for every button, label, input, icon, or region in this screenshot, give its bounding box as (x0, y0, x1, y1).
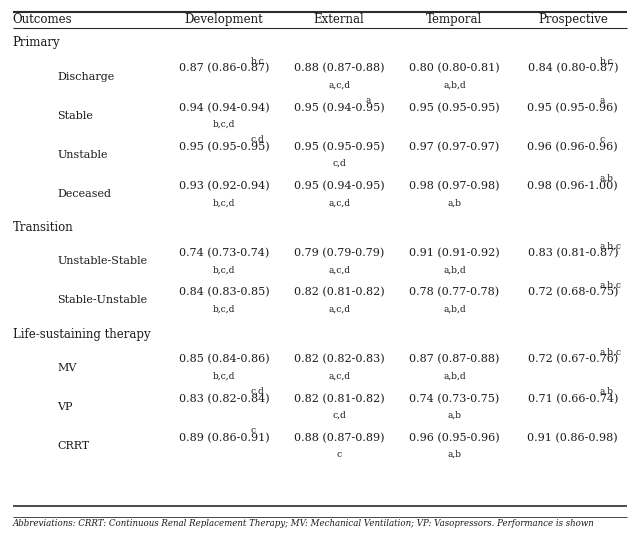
Text: 0.83 (0.81-0.87): 0.83 (0.81-0.87) (527, 248, 618, 258)
Text: c,d: c,d (332, 411, 346, 420)
Text: 0.71 (0.66-0.74): 0.71 (0.66-0.74) (527, 394, 618, 404)
Text: External: External (314, 13, 365, 26)
Text: a,b: a,b (447, 411, 461, 420)
Text: a,b,d: a,b,d (443, 81, 466, 90)
Text: 0.95 (0.94-0.95): 0.95 (0.94-0.95) (294, 181, 385, 191)
Text: 0.80 (0.80-0.81): 0.80 (0.80-0.81) (409, 63, 500, 74)
Text: 0.91 (0.86-0.98): 0.91 (0.86-0.98) (527, 433, 618, 443)
Text: Primary: Primary (13, 37, 60, 49)
Text: a,b: a,b (600, 174, 613, 183)
Text: 0.93 (0.92-0.94): 0.93 (0.92-0.94) (179, 181, 269, 191)
Text: c,d: c,d (332, 159, 346, 168)
Text: 0.79 (0.79-0.79): 0.79 (0.79-0.79) (294, 248, 385, 258)
Text: c,d: c,d (251, 135, 264, 144)
Text: Transition: Transition (13, 221, 74, 234)
Text: a,c,d: a,c,d (328, 198, 350, 207)
Text: c: c (251, 426, 256, 435)
Text: Deceased: Deceased (58, 189, 111, 199)
Text: 0.72 (0.67-0.76): 0.72 (0.67-0.76) (527, 354, 618, 365)
Text: 0.84 (0.80-0.87): 0.84 (0.80-0.87) (527, 63, 618, 74)
Text: 0.95 (0.95-0.96): 0.95 (0.95-0.96) (527, 103, 618, 113)
Text: 0.82 (0.81-0.82): 0.82 (0.81-0.82) (294, 394, 385, 404)
Text: Outcomes: Outcomes (13, 13, 72, 26)
Text: a,b,d: a,b,d (443, 265, 466, 274)
Text: Abbreviations: CRRT: Continuous Renal Replacement Therapy; MV: Mechanical Ventil: Abbreviations: CRRT: Continuous Renal Re… (13, 519, 595, 528)
Text: 0.91 (0.91-0.92): 0.91 (0.91-0.92) (409, 248, 500, 258)
Text: a,b,c: a,b,c (600, 241, 621, 250)
Text: b,c: b,c (251, 56, 264, 66)
Text: 0.96 (0.96-0.96): 0.96 (0.96-0.96) (527, 142, 618, 152)
Text: 0.87 (0.87-0.88): 0.87 (0.87-0.88) (409, 354, 500, 365)
Text: a,c,d: a,c,d (328, 265, 350, 274)
Text: Life-sustaining therapy: Life-sustaining therapy (13, 328, 150, 340)
Text: 0.84 (0.83-0.85): 0.84 (0.83-0.85) (179, 287, 269, 297)
Text: 0.88 (0.87-0.88): 0.88 (0.87-0.88) (294, 63, 385, 74)
Text: a,b,c: a,b,c (600, 347, 621, 357)
Text: a,b,c: a,b,c (600, 280, 621, 289)
Text: VP: VP (58, 402, 73, 412)
Text: 0.98 (0.96-1.00): 0.98 (0.96-1.00) (527, 181, 618, 191)
Text: c,d: c,d (251, 387, 264, 396)
Text: Discharge: Discharge (58, 71, 115, 82)
Text: Unstable: Unstable (58, 150, 108, 160)
Text: Unstable-Stable: Unstable-Stable (58, 256, 148, 266)
Text: 0.82 (0.81-0.82): 0.82 (0.81-0.82) (294, 287, 385, 297)
Text: 0.94 (0.94-0.94): 0.94 (0.94-0.94) (179, 103, 269, 113)
Text: a,b: a,b (447, 198, 461, 207)
Text: c: c (600, 135, 605, 144)
Text: a,c,d: a,c,d (328, 372, 350, 381)
Text: b,c,d: b,c,d (213, 372, 235, 381)
Text: 0.83 (0.82-0.84): 0.83 (0.82-0.84) (179, 394, 269, 404)
Text: a,b: a,b (447, 450, 461, 459)
Text: b,c,d: b,c,d (213, 304, 235, 314)
Text: 0.95 (0.94-0.95): 0.95 (0.94-0.95) (294, 103, 385, 113)
Text: Stable: Stable (58, 111, 93, 121)
Text: b,c,d: b,c,d (213, 198, 235, 207)
Text: b,c: b,c (600, 56, 613, 66)
Text: Prospective: Prospective (538, 13, 608, 26)
Text: 0.96 (0.95-0.96): 0.96 (0.95-0.96) (409, 433, 500, 443)
Text: b,c,d: b,c,d (213, 265, 235, 274)
Text: c: c (337, 450, 342, 459)
Text: a: a (366, 96, 371, 105)
Text: 0.74 (0.73-0.74): 0.74 (0.73-0.74) (179, 248, 269, 258)
Text: 0.78 (0.77-0.78): 0.78 (0.77-0.78) (410, 287, 499, 297)
Text: 0.85 (0.84-0.86): 0.85 (0.84-0.86) (179, 354, 269, 365)
Text: a,c,d: a,c,d (328, 304, 350, 314)
Text: 0.95 (0.95-0.95): 0.95 (0.95-0.95) (294, 142, 385, 152)
Text: 0.82 (0.82-0.83): 0.82 (0.82-0.83) (294, 354, 385, 365)
Text: a,b,d: a,b,d (443, 304, 466, 314)
Text: a,b: a,b (600, 387, 613, 396)
Text: b,c,d: b,c,d (213, 120, 235, 129)
Text: 0.88 (0.87-0.89): 0.88 (0.87-0.89) (294, 433, 385, 443)
Text: Stable-Unstable: Stable-Unstable (58, 295, 148, 306)
Text: 0.95 (0.95-0.95): 0.95 (0.95-0.95) (179, 142, 269, 152)
Text: 0.74 (0.73-0.75): 0.74 (0.73-0.75) (409, 394, 500, 404)
Text: Development: Development (184, 13, 264, 26)
Text: a: a (600, 96, 605, 105)
Text: MV: MV (58, 362, 77, 373)
Text: Temporal: Temporal (426, 13, 483, 26)
Text: a,c,d: a,c,d (328, 81, 350, 90)
Text: CRRT: CRRT (58, 441, 90, 451)
Text: 0.87 (0.86-0.87): 0.87 (0.86-0.87) (179, 63, 269, 74)
Text: 0.97 (0.97-0.97): 0.97 (0.97-0.97) (409, 142, 500, 152)
Text: 0.95 (0.95-0.95): 0.95 (0.95-0.95) (409, 103, 500, 113)
Text: 0.89 (0.86-0.91): 0.89 (0.86-0.91) (179, 433, 269, 443)
Text: 0.72 (0.68-0.75): 0.72 (0.68-0.75) (527, 287, 618, 297)
Text: 0.98 (0.97-0.98): 0.98 (0.97-0.98) (409, 181, 500, 191)
Text: a,b,d: a,b,d (443, 372, 466, 381)
